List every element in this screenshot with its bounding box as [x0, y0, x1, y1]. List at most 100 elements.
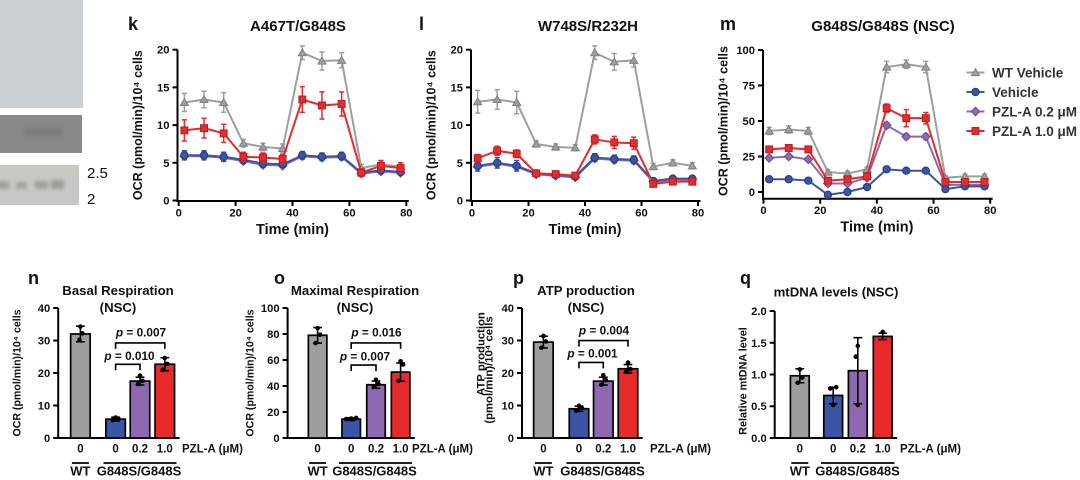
svg-text:20: 20: [502, 368, 514, 380]
svg-text:10: 10: [502, 401, 514, 413]
svg-text:2.0: 2.0: [751, 306, 767, 318]
svg-text:(NSC): (NSC): [337, 300, 374, 315]
svg-text:20: 20: [38, 368, 50, 380]
svg-text:Maximal Respiration: Maximal Respiration: [291, 283, 419, 298]
svg-text:Time (min): Time (min): [256, 222, 329, 238]
svg-text:20: 20: [267, 407, 279, 419]
svg-text:PZL-A (μM): PZL-A (μM): [412, 444, 473, 456]
svg-text:PZL-A 1.0 μM: PZL-A 1.0 μM: [992, 124, 1077, 139]
svg-text:15: 15: [157, 82, 169, 94]
svg-text:A467T/G848S: A467T/G848S: [250, 18, 346, 35]
svg-text:0: 0: [457, 196, 463, 208]
svg-text:2: 2: [87, 191, 95, 208]
svg-text:0: 0: [576, 444, 582, 456]
svg-text:1.0: 1.0: [620, 444, 636, 456]
svg-text:80: 80: [692, 208, 704, 220]
svg-text:W748S/R232H: W748S/R232H: [538, 18, 638, 35]
svg-text:0.2: 0.2: [132, 444, 148, 456]
svg-text:20: 20: [522, 208, 534, 220]
svg-text:o: o: [274, 268, 285, 288]
svg-text:40: 40: [579, 208, 591, 220]
svg-text:0: 0: [77, 444, 83, 456]
svg-text:k: k: [128, 14, 139, 34]
svg-text:OCR (pmol/min)/10⁴ cells: OCR (pmol/min)/10⁴ cells: [425, 50, 439, 200]
svg-text:0: 0: [44, 433, 50, 445]
svg-text:5: 5: [457, 158, 463, 170]
svg-text:G848S/G848S: G848S/G848S: [560, 464, 645, 479]
svg-text:15: 15: [451, 82, 463, 94]
svg-text:75: 75: [743, 81, 755, 93]
svg-text:p = 0.007: p = 0.007: [115, 326, 167, 340]
svg-text:20: 20: [451, 45, 463, 57]
svg-text:10: 10: [451, 120, 463, 132]
svg-text:0.2: 0.2: [595, 444, 611, 456]
svg-text:n: n: [28, 268, 39, 288]
svg-text:OCR (pmol/min)/10⁴ cells: OCR (pmol/min)/10⁴ cells: [245, 309, 257, 436]
svg-text:1.0: 1.0: [157, 444, 173, 456]
svg-text:60: 60: [635, 208, 647, 220]
svg-text:40: 40: [38, 303, 50, 315]
svg-text:0: 0: [348, 444, 354, 456]
svg-text:1.0: 1.0: [751, 370, 767, 382]
svg-text:Time (min): Time (min): [840, 220, 913, 236]
svg-text:0: 0: [112, 444, 118, 456]
svg-text:30: 30: [502, 336, 514, 348]
svg-text:0.0: 0.0: [751, 433, 767, 445]
svg-text:100: 100: [736, 45, 755, 57]
svg-text:Basal Respiration: Basal Respiration: [62, 283, 173, 298]
svg-text:0: 0: [508, 433, 514, 445]
svg-text:PZL-A 0.2 μM: PZL-A 0.2 μM: [992, 104, 1077, 119]
svg-text:60: 60: [927, 205, 939, 217]
svg-text:30: 30: [38, 336, 50, 348]
svg-text:40: 40: [502, 303, 514, 315]
svg-text:5: 5: [163, 158, 169, 170]
svg-text:G848S/G848S: G848S/G848S: [815, 464, 900, 479]
svg-text:0: 0: [540, 444, 546, 456]
svg-text:80: 80: [984, 205, 996, 217]
svg-text:l: l: [419, 14, 424, 34]
svg-text:80: 80: [267, 329, 279, 341]
svg-text:40: 40: [286, 208, 298, 220]
svg-text:40: 40: [871, 205, 883, 217]
svg-text:(NSC): (NSC): [100, 300, 137, 315]
svg-text:(NSC): (NSC): [568, 300, 605, 315]
svg-text:p = 0.001: p = 0.001: [566, 347, 618, 361]
svg-text:p = 0.004: p = 0.004: [578, 324, 630, 338]
svg-text:WT: WT: [790, 464, 810, 479]
svg-text:0: 0: [797, 444, 803, 456]
svg-text:60: 60: [267, 355, 279, 367]
svg-text:0: 0: [163, 196, 169, 208]
svg-text:Time (min): Time (min): [548, 222, 621, 238]
svg-text:10: 10: [157, 120, 169, 132]
svg-text:p = 0.010: p = 0.010: [103, 349, 155, 363]
svg-text:100: 100: [261, 303, 280, 315]
svg-text:p: p: [513, 268, 524, 288]
svg-text:0: 0: [469, 208, 475, 220]
svg-text:q: q: [740, 268, 751, 288]
svg-text:ATP production: ATP production: [476, 312, 488, 396]
svg-text:1.5: 1.5: [751, 338, 767, 350]
svg-text:Vehicle: Vehicle: [992, 85, 1039, 100]
svg-text:Relative mtDNA level: Relative mtDNA level: [738, 327, 750, 435]
svg-text:WT: WT: [533, 464, 553, 479]
svg-text:50: 50: [743, 116, 755, 128]
svg-text:60: 60: [343, 208, 355, 220]
svg-text:WT: WT: [70, 464, 90, 479]
svg-text:ATP production: ATP production: [537, 283, 635, 298]
svg-text:OCR (pmol/min)/10⁴ cells: OCR (pmol/min)/10⁴ cells: [717, 46, 731, 196]
svg-text:G848S/G848S (NSC): G848S/G848S (NSC): [811, 18, 954, 35]
svg-text:2.5: 2.5: [87, 165, 108, 182]
svg-text:0.5: 0.5: [751, 401, 767, 413]
svg-text:0.2: 0.2: [850, 444, 866, 456]
svg-text:G848S/G848S: G848S/G848S: [97, 464, 182, 479]
svg-text:80: 80: [400, 208, 412, 220]
svg-text:0: 0: [760, 205, 766, 217]
svg-text:20: 20: [229, 208, 241, 220]
svg-text:0: 0: [314, 444, 320, 456]
svg-text:p = 0.016: p = 0.016: [350, 326, 402, 340]
svg-text:WT Vehicle: WT Vehicle: [992, 65, 1064, 80]
svg-text:(pmol/min)/10⁴ cells: (pmol/min)/10⁴ cells: [484, 316, 496, 423]
svg-text:40: 40: [267, 381, 279, 393]
svg-text:m: m: [720, 14, 736, 34]
svg-text:OCR (pmol/min)/10⁴ cells: OCR (pmol/min)/10⁴ cells: [12, 309, 24, 436]
